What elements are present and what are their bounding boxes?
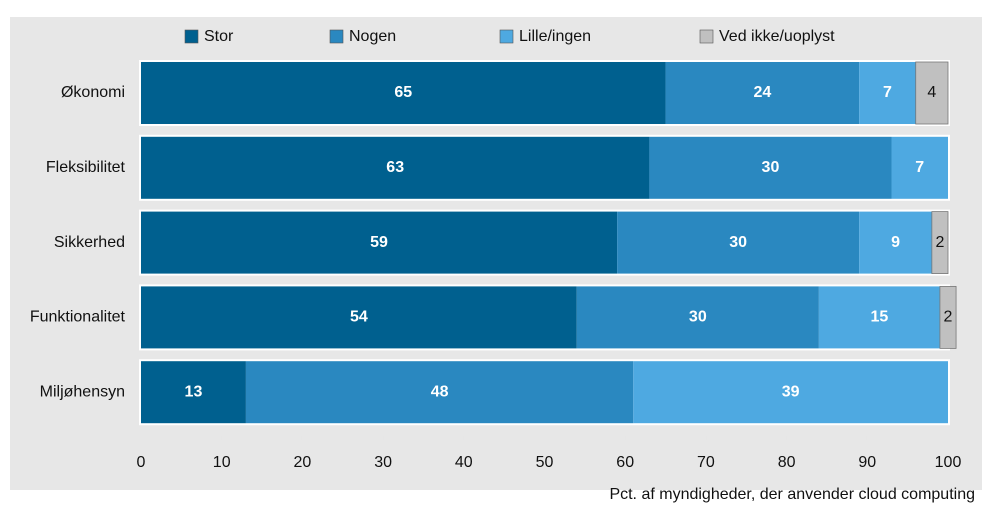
bar-segment [818,286,940,349]
value-label: 7 [915,159,924,176]
x-tick-label: 30 [374,454,392,471]
value-label: 4 [927,84,936,101]
value-label: 65 [394,84,412,101]
x-tick-label: 10 [213,454,231,471]
value-label: 24 [753,84,771,101]
x-tick-label: 60 [616,454,634,471]
x-tick-label: 70 [697,454,715,471]
y-tick-label: Miljøhensyn [40,383,125,400]
legend-label: Stor [204,28,234,45]
bar-segment [617,211,860,274]
legend-label: Ved ikke/uoplyst [719,28,835,45]
value-label: 30 [689,309,707,326]
bar-segment [649,136,892,199]
legend-label: Lille/ingen [519,28,591,45]
value-label: 7 [883,84,892,101]
y-tick-label: Funktionalitet [30,309,126,326]
value-label: 15 [871,309,889,326]
bar-segment [931,211,949,275]
bar-segment [915,61,949,125]
bar-segment [859,211,932,274]
x-axis-label: Pct. af myndigheder, der anvender cloud … [609,486,975,503]
bar-segment [141,136,650,199]
bar-segment [576,286,819,349]
legend-swatch [184,29,199,44]
bar-segment [141,211,618,274]
value-label: 9 [891,234,900,251]
x-tick-label: 90 [858,454,876,471]
x-tick-label: 80 [778,454,796,471]
legend-swatch [329,29,344,44]
legend-swatch [499,29,514,44]
bar-segment [141,361,246,424]
value-label: 39 [782,383,800,400]
value-label: 59 [370,234,388,251]
value-label: 30 [729,234,747,251]
y-tick-label: Fleksibilitet [46,159,126,176]
value-label: 13 [185,383,203,400]
y-tick-label: Sikkerhed [54,234,125,251]
x-tick-label: 0 [137,454,146,471]
bar-segment [859,62,916,124]
legend-label: Nogen [349,28,396,45]
value-label: 30 [762,159,780,176]
bar-segment [665,62,860,124]
value-label: 63 [386,159,404,176]
bar-segment [939,285,957,349]
x-tick-label: 100 [935,454,962,471]
x-tick-label: 40 [455,454,473,471]
bar-segment [245,361,634,424]
value-label: 2 [935,234,944,251]
bar-segment [141,286,577,349]
bar-segment [141,62,666,124]
x-tick-label: 20 [294,454,312,471]
x-tick-label: 50 [536,454,554,471]
value-label: 2 [944,309,953,326]
value-label: 48 [431,383,449,400]
bar-segment [891,136,948,199]
value-label: 54 [350,309,368,326]
legend-swatch [699,29,714,44]
bar-segment [633,361,948,424]
y-tick-label: Økonomi [61,84,125,101]
